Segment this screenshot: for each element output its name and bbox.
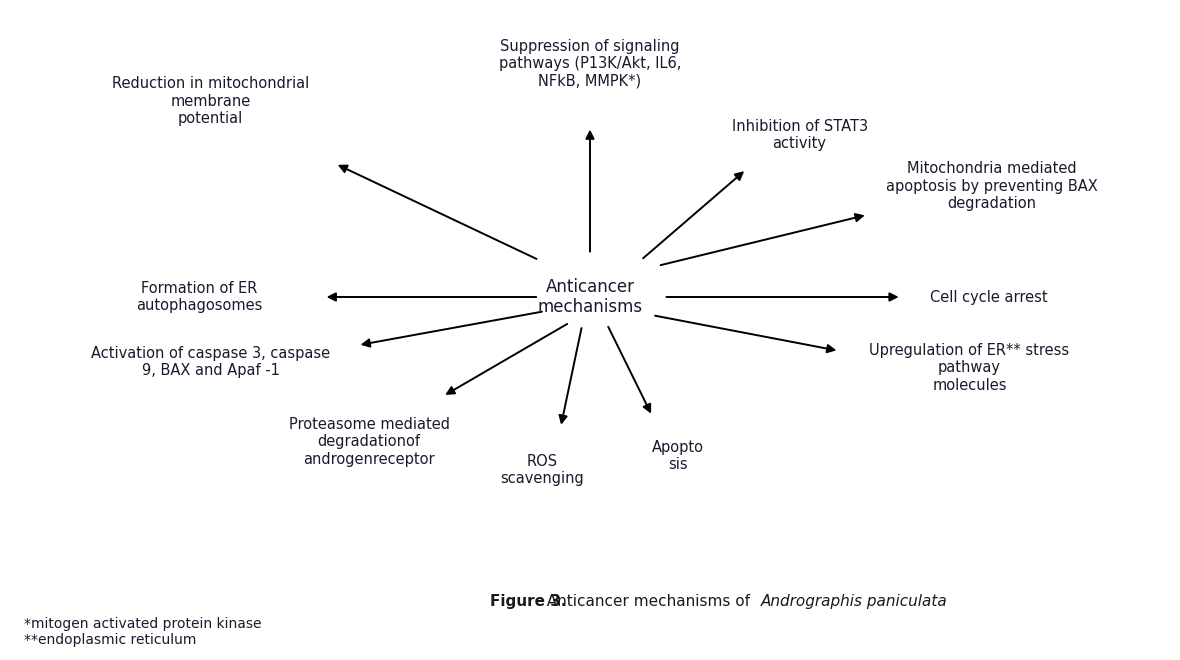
Text: Activation of caspase 3, caspase
9, BAX and Apaf -1: Activation of caspase 3, caspase 9, BAX … bbox=[91, 346, 330, 378]
Text: Anticancer
mechanisms: Anticancer mechanisms bbox=[537, 278, 643, 316]
Text: ROS
scavenging: ROS scavenging bbox=[500, 454, 584, 486]
Text: **endoplasmic reticulum: **endoplasmic reticulum bbox=[24, 633, 196, 647]
Text: Proteasome mediated
degradationof
androgenreceptor: Proteasome mediated degradationof androg… bbox=[289, 417, 450, 467]
Text: Suppression of signaling
pathways (P13K/Akt, IL6,
NFkB, MMPK*): Suppression of signaling pathways (P13K/… bbox=[499, 39, 681, 88]
Text: Andrographis paniculata: Andrographis paniculata bbox=[761, 595, 948, 609]
Text: Apopto
sis: Apopto sis bbox=[653, 440, 704, 472]
Text: Upregulation of ER** stress
pathway
molecules: Upregulation of ER** stress pathway mole… bbox=[870, 343, 1069, 393]
Text: Cell cycle arrest: Cell cycle arrest bbox=[930, 290, 1048, 304]
Text: Mitochondria mediated
apoptosis by preventing BAX
degradation: Mitochondria mediated apoptosis by preve… bbox=[886, 162, 1099, 211]
Text: Formation of ER
autophagosomes: Formation of ER autophagosomes bbox=[136, 280, 262, 314]
Text: *mitogen activated protein kinase: *mitogen activated protein kinase bbox=[24, 616, 261, 631]
Text: Reduction in mitochondrial
membrane
potential: Reduction in mitochondrial membrane pote… bbox=[112, 77, 309, 126]
Text: Anticancer mechanisms of: Anticancer mechanisms of bbox=[537, 595, 755, 609]
Text: Inhibition of STAT3
activity: Inhibition of STAT3 activity bbox=[732, 119, 867, 151]
Text: Figure 3.: Figure 3. bbox=[490, 595, 566, 609]
